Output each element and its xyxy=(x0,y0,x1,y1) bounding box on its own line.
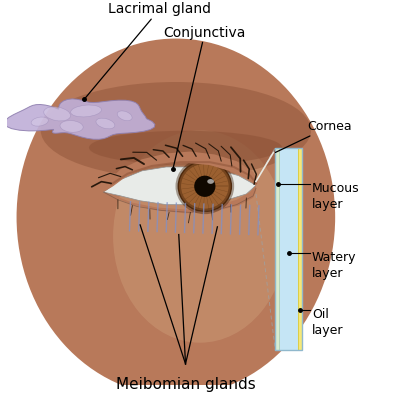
Ellipse shape xyxy=(71,105,102,117)
Ellipse shape xyxy=(60,121,83,132)
Ellipse shape xyxy=(207,179,214,184)
Ellipse shape xyxy=(44,107,70,121)
Ellipse shape xyxy=(178,161,231,211)
Ellipse shape xyxy=(89,131,282,165)
Ellipse shape xyxy=(16,39,335,394)
Polygon shape xyxy=(104,185,256,213)
Ellipse shape xyxy=(96,118,115,129)
Ellipse shape xyxy=(113,130,287,343)
Text: Meibomian glands: Meibomian glands xyxy=(116,377,255,392)
Text: Conjunctiva: Conjunctiva xyxy=(164,26,246,169)
Bar xyxy=(275,148,302,350)
Text: Watery
layer: Watery layer xyxy=(312,251,356,280)
Ellipse shape xyxy=(41,82,311,178)
Bar xyxy=(298,148,302,350)
Polygon shape xyxy=(104,167,256,204)
Ellipse shape xyxy=(31,117,48,126)
Ellipse shape xyxy=(117,111,132,121)
Polygon shape xyxy=(4,99,155,139)
Text: Oil
layer: Oil layer xyxy=(312,308,344,337)
Text: Lacrimal gland: Lacrimal gland xyxy=(84,2,211,99)
Bar xyxy=(275,148,302,350)
Text: Mucous
layer: Mucous layer xyxy=(312,182,360,211)
Polygon shape xyxy=(104,152,258,192)
Text: Cornea: Cornea xyxy=(275,120,352,152)
Bar xyxy=(275,148,279,350)
Ellipse shape xyxy=(194,176,216,197)
